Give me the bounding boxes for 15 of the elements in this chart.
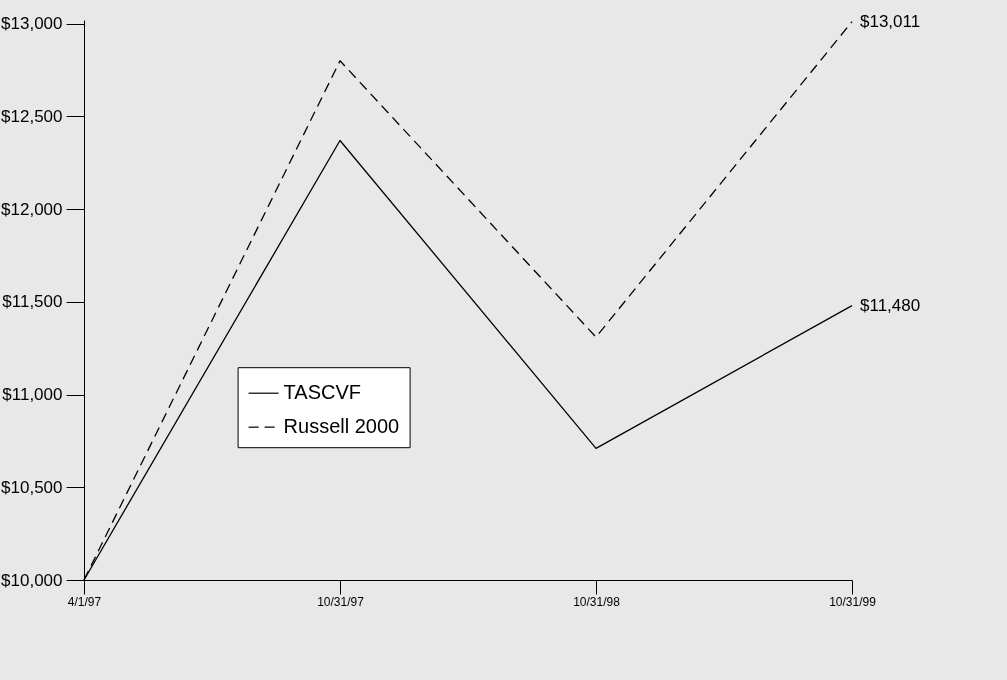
legend-label: TASCVF xyxy=(283,381,362,404)
y-tick-label: $10,500 xyxy=(1,477,63,497)
data-label: $11,480 xyxy=(860,295,921,315)
y-tick-label: $11,000 xyxy=(2,385,63,405)
y-tick-label: $10,000 xyxy=(1,570,63,590)
y-tick-label: $13,000 xyxy=(1,14,63,34)
legend-label: Russell 2000 xyxy=(283,415,400,438)
y-tick-label: $12,000 xyxy=(1,199,63,219)
x-tick-label: 10/31/98 xyxy=(573,594,621,609)
y-tick-label: $12,500 xyxy=(1,106,63,126)
x-tick-label: 4/1/97 xyxy=(67,594,102,609)
x-tick-label: 10/31/97 xyxy=(317,594,365,609)
y-tick-label: $11,500 xyxy=(2,292,63,312)
data-label: $13,011 xyxy=(860,11,921,31)
x-tick-label: 10/31/99 xyxy=(829,594,877,609)
